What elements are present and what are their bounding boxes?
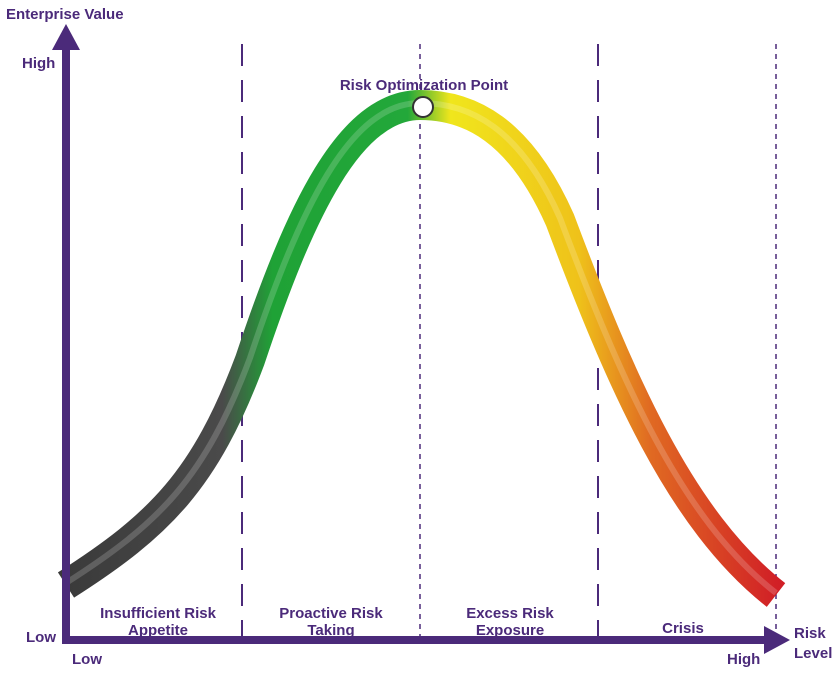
x-axis-arrow [764,626,790,654]
zone-label-line1: Crisis [662,620,704,637]
y-axis-arrow [52,24,80,50]
x-axis-title-line2: Level [794,645,832,662]
risk-optimization-point-marker [412,96,434,118]
y-axis-low-label: Low [26,629,56,646]
zone-label-line1: Excess Risk [466,605,554,622]
zone-label-line2: Exposure [476,622,544,639]
risk-value-curve [57,89,786,607]
y-axis-high-label: High [22,55,55,72]
peak-label: Risk Optimization Point [340,77,508,94]
x-axis-low-label: Low [72,651,102,668]
x-axis-high-label: High [727,651,760,668]
zone-label-line1: Insufficient Risk [100,605,217,622]
y-axis-title: Enterprise Value [6,6,124,23]
zone-label-line2: Appetite [128,622,188,639]
x-axis-title-line1: Risk [794,625,826,642]
zone-label-line2: Taking [307,622,354,639]
zone-label-line1: Proactive Risk [279,605,383,622]
